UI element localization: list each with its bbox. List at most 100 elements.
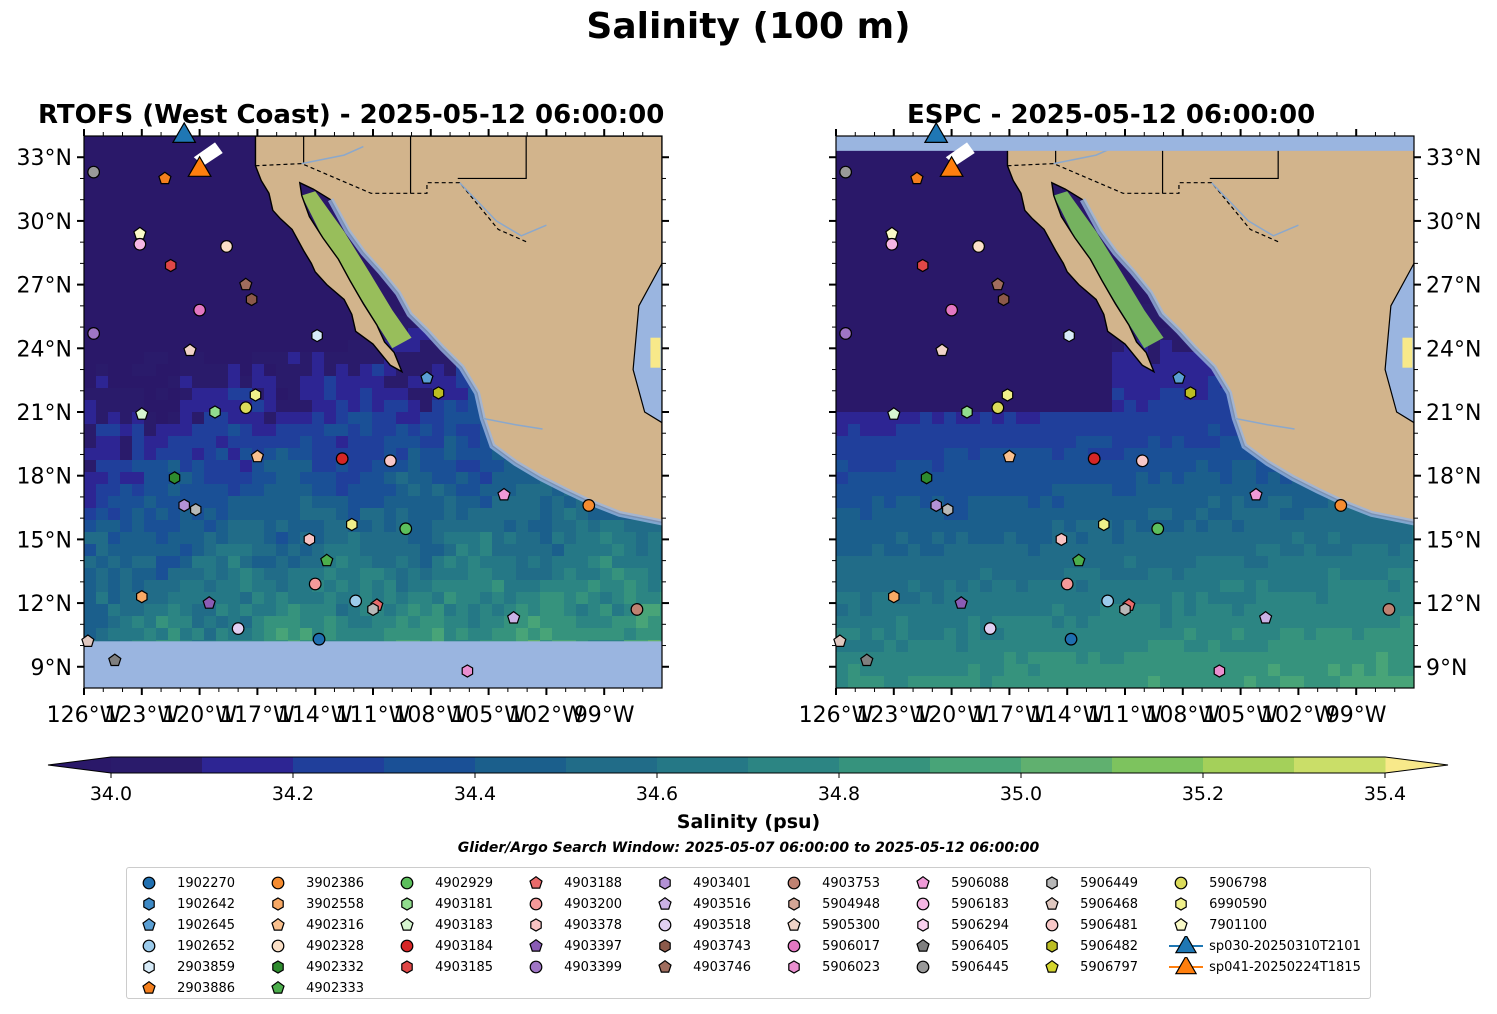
panel-title-espc: ESPC - 2025-05-12 06:00:00	[907, 100, 1316, 130]
panel-title-rtofs: RTOFS (West Coast) - 2025-05-12 06:00:00	[38, 100, 665, 130]
legend-entry: 3902386	[266, 873, 364, 893]
float-marker-5906481	[1135, 454, 1149, 468]
legend-marker	[788, 960, 800, 974]
float-marker-5906481	[383, 454, 397, 468]
colorbar-segment	[202, 757, 294, 773]
legend-marker	[529, 960, 543, 974]
legend: 1902270 1902642 1902645 1902652 2903859 …	[126, 867, 1371, 999]
float-marker-2903886	[158, 171, 172, 185]
legend-entry: 1902270	[137, 873, 235, 893]
legend-label: 5906481	[1076, 917, 1139, 933]
legend-marker	[271, 939, 285, 953]
float-marker-4902328	[220, 239, 233, 253]
y-tick-label: 21°N	[17, 401, 72, 426]
y-tick-label: 24°N	[17, 337, 72, 362]
float-marker-4903185	[164, 258, 177, 273]
legend-label: 4903746	[689, 959, 752, 975]
legend-label: 4903200	[560, 896, 623, 912]
legend-label: 4903378	[560, 917, 623, 933]
float-marker-5906798	[239, 401, 253, 415]
float-marker-5906445	[87, 165, 101, 179]
float-marker-5906482	[1184, 386, 1197, 400]
legend-entry: 4903746	[653, 957, 751, 977]
legend-entry: 7901100	[1169, 915, 1267, 935]
legend-marker	[143, 897, 155, 911]
legend-label: 4903397	[560, 938, 623, 954]
legend-label: 5906405	[947, 938, 1010, 954]
float-marker-5906449	[1119, 602, 1131, 617]
float-marker-4903518	[983, 622, 997, 635]
legend-label: 4902316	[302, 917, 365, 933]
x-tick-label: 111°W	[336, 703, 411, 728]
float-marker-5906445	[839, 165, 853, 179]
colorbar-segment	[475, 757, 567, 773]
float-marker-4902328	[972, 239, 985, 253]
float-marker-5906405	[860, 653, 874, 667]
x-tick-label: 117°W	[972, 703, 1047, 728]
y-tick-label: 18°N	[17, 465, 72, 490]
colorbar-segment	[1021, 757, 1113, 773]
float-marker-3902386	[1334, 499, 1348, 512]
colorbar-tick-label: 34.4	[454, 783, 496, 805]
legend-entry: 5906449	[1040, 873, 1138, 893]
float-marker-4903397	[202, 596, 216, 609]
float-marker-1902270	[312, 632, 326, 646]
float-marker-4903188	[1122, 598, 1136, 611]
legend-marker	[143, 960, 155, 974]
float-marker-4903185	[916, 258, 929, 273]
legend-label: 5906797	[1076, 959, 1139, 975]
legend-entry: 3902558	[266, 894, 364, 914]
y-tick-label: 9°N	[31, 656, 72, 681]
float-marker-4903184	[1087, 452, 1101, 466]
colorbar-segment	[566, 757, 658, 773]
legend-label: 5906183	[947, 896, 1010, 912]
x-tick-label: 99°W	[1326, 703, 1387, 728]
legend-marker	[271, 917, 285, 931]
legend-entry: 4902332	[266, 957, 364, 977]
x-tick-label: 105°W	[1203, 703, 1278, 728]
legend-marker	[1174, 917, 1188, 931]
legend-entry: 5906088	[911, 873, 1009, 893]
float-marker-6990590	[1001, 388, 1014, 402]
colorbar-segment	[293, 757, 385, 773]
colorbar-tick-label: 34.2	[272, 783, 314, 805]
float-marker-5905300	[935, 343, 949, 357]
legend-label: 1902645	[173, 917, 236, 933]
legend-marker	[917, 918, 929, 932]
colorbar-segment	[1112, 757, 1204, 773]
float-marker-5906183	[133, 237, 147, 251]
legend-marker	[658, 896, 672, 910]
float-marker-4902333	[1072, 553, 1086, 567]
float-marker-4903746	[239, 277, 253, 291]
legend-label: 4903183	[431, 917, 494, 933]
float-marker-2903886	[910, 171, 924, 185]
legend-label: 4903753	[818, 875, 881, 891]
legend-label: 5906449	[1076, 875, 1139, 891]
legend-entry: 1902642	[137, 894, 235, 914]
x-tick-label: 123°W	[104, 703, 179, 728]
colorbar-segment	[748, 757, 840, 773]
float-marker-5906449	[941, 503, 954, 517]
x-tick-label: 114°W	[1030, 703, 1105, 728]
float-marker-5906449	[190, 503, 202, 517]
search-window-note: Glider/Argo Search Window: 2025-05-07 06…	[457, 840, 1040, 856]
legend-entry: 6990590	[1169, 894, 1267, 914]
float-marker-5906088	[497, 487, 511, 501]
float-marker-4903399	[87, 327, 101, 340]
legend-label: 4902929	[431, 875, 494, 891]
legend-marker	[142, 939, 156, 953]
float-marker-4903399	[839, 327, 853, 340]
legend-entry: 5906797	[1040, 957, 1138, 977]
colorbar-over-arrow	[1385, 757, 1448, 773]
y-tick-label: 15°N	[17, 528, 72, 553]
float-marker-5906482	[432, 386, 445, 400]
colorbar-segment	[930, 757, 1022, 773]
float-marker-5906468	[81, 634, 95, 648]
legend-entry: 4903401	[653, 873, 751, 893]
legend-label: 5906482	[1076, 938, 1139, 954]
float-marker-sp041-20250224T1815	[187, 155, 212, 177]
legend-label: 4902328	[302, 938, 365, 954]
legend-label: 4903518	[689, 917, 752, 933]
x-tick-label: 111°W	[1088, 703, 1163, 728]
float-marker-4903743	[997, 292, 1010, 307]
